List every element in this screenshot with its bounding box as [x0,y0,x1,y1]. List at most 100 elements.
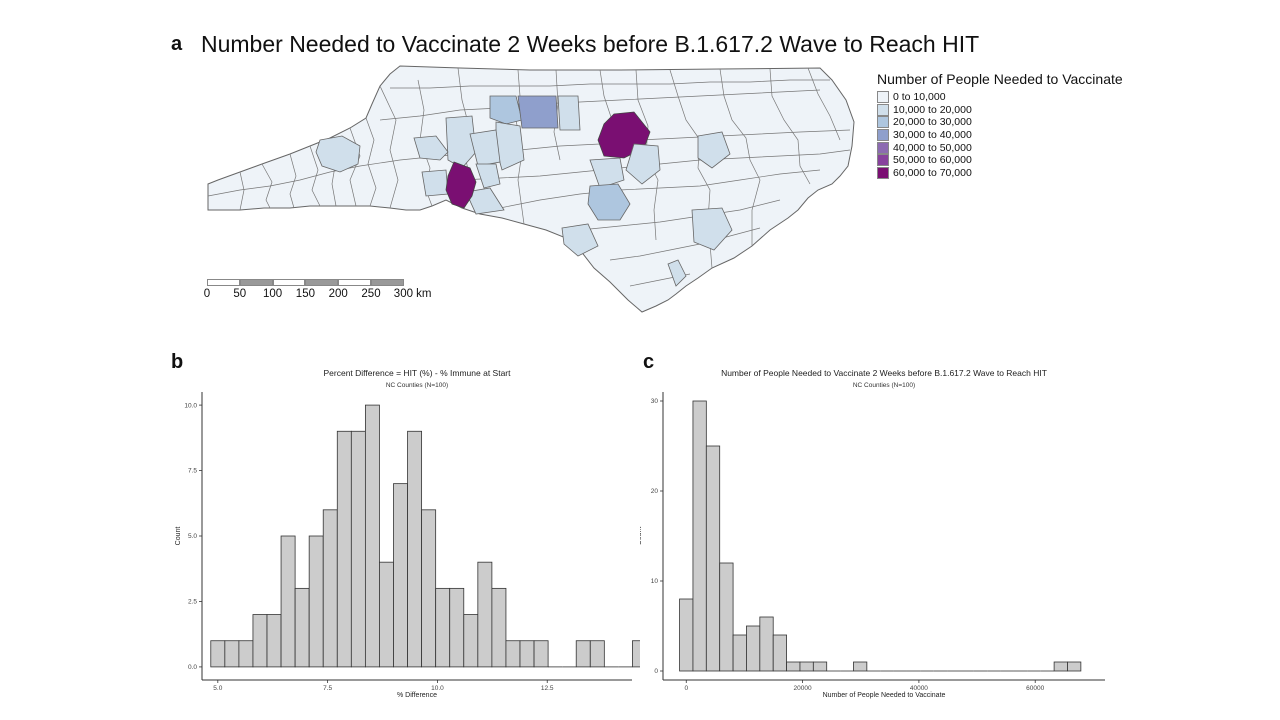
county-gaston [421,169,449,197]
histogram-bar [308,535,324,668]
histogram-bar [407,430,423,668]
legend-swatch [877,166,889,179]
histogram-bar [238,640,254,668]
legend-label: 20,000 to 30,000 [893,116,972,129]
x-tick-label: 7.5 [323,685,332,692]
scale-label: 0 [203,288,211,300]
county-alamance [557,95,581,131]
y-tick-label: 0 [654,668,658,675]
histogram-bar [679,598,694,672]
chart-subtitle: NC Counties (N=100) [386,382,448,389]
x-tick-label: 60000 [1026,685,1044,692]
county-johnston [625,143,661,185]
scale-segment [239,279,273,286]
histogram-bar [786,661,801,672]
histogram-bar [364,404,380,668]
legend-swatch [877,116,889,129]
nc-county-map [207,65,855,313]
y-tick-label: 10.0 [184,402,197,409]
county-iredell [445,115,477,169]
x-axis-label: Number of People Needed to Vaccinate [823,692,946,699]
y-axis-label: Count [640,527,643,546]
histogram-bar [463,614,479,668]
y-tick-label: 10 [651,578,659,585]
histogram-bar [224,640,240,668]
scale-segment [305,279,339,286]
panel-b-letter: b [171,351,184,373]
county-cumberland [587,183,631,221]
scale-label: 200 [328,288,348,300]
legend-label: 50,000 to 60,000 [893,154,972,167]
legend-label: 40,000 to 50,000 [893,141,972,154]
histogram-bar [519,640,535,668]
legend-swatch [877,91,889,104]
histogram-percent-difference: Percent Difference = HIT (%) - % Immune … [175,368,640,699]
histogram-bar [692,400,707,672]
histogram-bar [505,640,521,668]
legend-label: 0 to 10,000 [893,91,946,104]
county-buncombe [315,135,361,173]
legend-title: Number of People Needed to Vaccinate [877,71,1123,87]
chart-subtitle: NC Counties (N=100) [853,382,915,389]
histogram-bar [746,625,761,672]
y-tick-label: 7.5 [188,468,197,475]
histogram-bar [772,634,787,672]
histogram-bar [210,640,226,668]
histogram-bar [350,430,366,668]
county-pitt [697,131,731,169]
histogram-bar [759,616,774,672]
x-tick-label: 10.0 [431,685,444,692]
histogram-number-needed: Number of People Needed to Vaccinate 2 W… [640,368,1105,699]
histogram-bar [1053,661,1068,672]
histogram-bar [1067,661,1082,672]
histogram-bar [322,509,338,668]
x-tick-label: 40000 [910,685,928,692]
y-tick-label: 5.0 [188,533,197,540]
county-catawba [413,135,449,161]
legend-label: 60,000 to 70,000 [893,166,972,179]
county-harnett [589,157,625,189]
legend-label: 10,000 to 20,000 [893,103,972,116]
scale-label: 300 km [393,288,432,300]
scale-label: 150 [295,288,315,300]
county-union [465,187,505,215]
legend-item: 50,000 to 60,000 [877,154,1123,167]
histogram-bar [632,640,640,668]
histogram-bar [435,587,451,668]
histogram-bar [719,562,734,672]
scale-label: 250 [361,288,381,300]
histogram-bar [533,640,549,668]
scale-segment [371,279,404,286]
histogram-bar [705,445,721,672]
scale-label: 100 [263,288,283,300]
histogram-bar [421,509,437,668]
x-tick-label: 0 [684,685,688,692]
legend-swatch [877,154,889,167]
county-guilford [517,95,559,129]
histogram-bar [812,661,828,672]
histogram-bar [799,661,814,672]
legend-swatch [877,103,889,116]
legend-swatch [877,129,889,142]
legend-label: 30,000 to 40,000 [893,129,972,142]
panel-a-letter: a [171,33,183,55]
legend-item: 0 to 10,000 [877,91,1123,104]
county-cabarrus [475,163,501,189]
y-tick-label: 30 [651,398,659,405]
histogram-bar [266,614,282,668]
county-new-hanover [667,259,687,287]
county-mecklenburg [445,161,477,209]
y-axis-label: Count [175,527,182,546]
histogram-bar [280,535,296,668]
legend-item: 20,000 to 30,000 [877,116,1123,129]
histogram-bar [252,614,268,668]
chart-title: Percent Difference = HIT (%) - % Immune … [324,368,512,378]
map-legend: Number of People Needed to Vaccinate 0 t… [877,71,1123,179]
county-boundaries [207,67,851,287]
y-tick-label: 20 [651,488,659,495]
scale-segment [207,279,240,286]
histogram-bar [853,661,868,672]
histogram-bar [379,561,394,668]
histogram-bar [575,640,591,668]
legend-item: 30,000 to 40,000 [877,129,1123,142]
